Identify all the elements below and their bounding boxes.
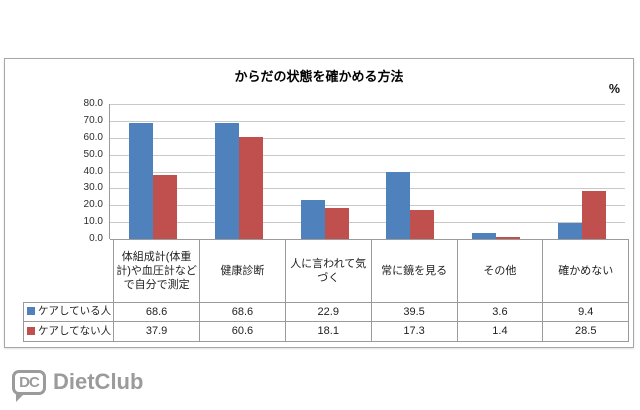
dietclub-logo-text: DietClub (53, 369, 144, 394)
bar-group (196, 104, 282, 239)
bar (472, 232, 497, 239)
y-axis-tick-label: 60.0 (83, 131, 103, 143)
gridline (110, 205, 625, 207)
gridline (110, 188, 625, 190)
gridline (110, 104, 625, 105)
bar (152, 175, 177, 239)
table-category-header: 常に鏡を見る (370, 239, 458, 303)
legend-item: ケアしている人 (22, 302, 115, 322)
table-value-cell: 3.6 (456, 302, 544, 322)
data-table: 体組成計(体重計)や血圧計などで自分で測定 健康診断 人に言われて気づく 常に鏡を見る… (22, 239, 630, 342)
table-value-cell: 39.5 (370, 302, 458, 322)
gridline (110, 222, 625, 224)
table-value-cell: 60.6 (199, 321, 286, 342)
table-category-header: その他 (456, 239, 544, 303)
bar (386, 172, 411, 239)
legend-item: ケアしてない人 (22, 321, 115, 342)
bar (558, 223, 583, 239)
gridline (110, 137, 625, 139)
bar (410, 209, 435, 239)
bar (582, 190, 607, 239)
table-value-cell: 17.3 (370, 321, 458, 342)
y-axis-tick-label: 70.0 (83, 114, 103, 126)
y-axis-tick-label: 40.0 (83, 165, 103, 177)
y-axis-tick-label: 80.0 (83, 98, 103, 109)
legend-swatch (27, 326, 35, 335)
table-value-cell: 18.1 (284, 321, 372, 342)
y-axis-tick-label: 50.0 (83, 148, 103, 160)
bar (214, 123, 239, 239)
table-corner-spacer (24, 240, 114, 303)
y-axis-tick-label: 0.0 (89, 233, 103, 244)
dietclub-logo: DC DietClub (12, 369, 144, 402)
table-value-cell: 9.4 (542, 302, 630, 322)
chart-container: からだの状態を確かめる方法 % 80.0 70.0 60.0 50.0 40.0 30.0… (4, 58, 634, 348)
legend-swatch (27, 307, 35, 316)
bar-group (368, 104, 454, 239)
bar-group (110, 104, 196, 239)
bar (128, 123, 153, 239)
table-category-header: 人に言われて気づく (284, 239, 372, 303)
bar (238, 136, 263, 239)
gridline (110, 171, 625, 173)
table-value-cell: 28.5 (542, 321, 630, 342)
chart-title: からだの状態を確かめる方法 (234, 69, 404, 84)
dietclub-logo-icon: DC (12, 369, 46, 402)
plot-area (109, 104, 625, 240)
table-category-header: 体組成計(体重計)や血圧計などで自分で測定 (113, 239, 201, 303)
bar-group (453, 104, 539, 239)
table-value-cell: 1.4 (456, 321, 544, 342)
gridline (110, 154, 625, 156)
bar (300, 200, 325, 239)
table-category-header: 健康診断 (199, 239, 286, 303)
table-value-cell: 37.9 (113, 321, 201, 342)
table-category-header: 確かめない (542, 239, 630, 303)
y-axis-tick-label: 20.0 (83, 199, 103, 211)
bar-group (282, 104, 368, 239)
table-value-cell: 22.9 (284, 302, 372, 322)
y-axis-unit-label: % (608, 82, 620, 96)
bar (496, 236, 521, 239)
bar (324, 208, 349, 239)
y-axis-tick-label: 10.0 (83, 216, 103, 228)
gridline (110, 120, 625, 122)
table-value-cell: 68.6 (199, 302, 286, 322)
table-value-cell: 68.6 (113, 302, 201, 322)
bar-group (539, 104, 625, 239)
y-axis-tick-label: 30.0 (83, 182, 103, 194)
